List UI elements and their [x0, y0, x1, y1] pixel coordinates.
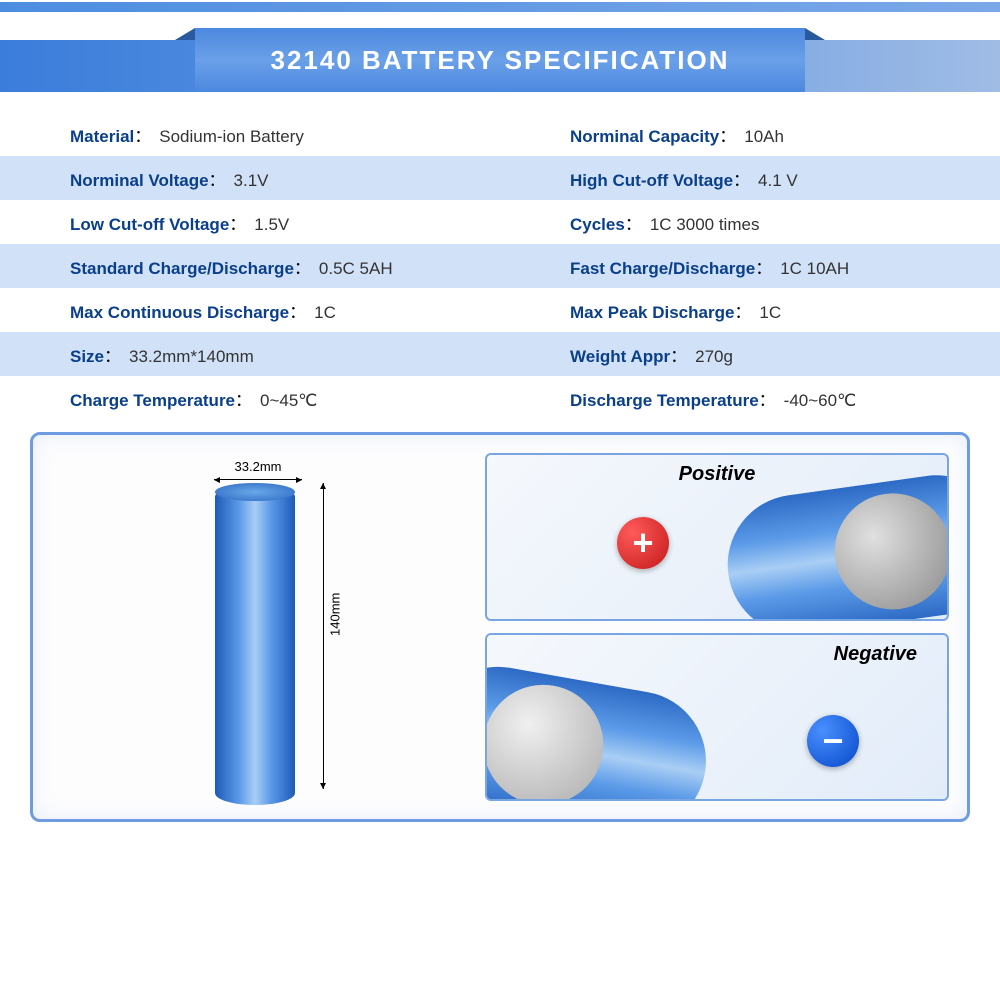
battery-negative-end: [485, 656, 717, 801]
spec-row: Material：Sodium-ion Battery Norminal Cap…: [0, 112, 1000, 156]
positive-label: Positive: [679, 463, 756, 486]
spec-value: 1.5V: [254, 215, 289, 235]
spec-label: Low Cut-off Voltage: [70, 215, 229, 235]
spec-row: Size：33.2mm*140mm Weight Appr：270g: [0, 332, 1000, 376]
width-dimension: 33.2mm: [218, 459, 298, 474]
negative-label: Negative: [834, 643, 917, 666]
spec-label: Norminal Capacity: [570, 127, 719, 147]
width-label: 33.2mm: [235, 459, 282, 474]
spec-label: Fast Charge/Discharge: [570, 259, 755, 279]
spec-value: 1C 3000 times: [650, 215, 760, 235]
spec-label: Size: [70, 347, 104, 367]
spec-label: Max Continuous Discharge: [70, 303, 289, 323]
spec-value: Sodium-ion Battery: [159, 127, 304, 147]
spec-value: 33.2mm*140mm: [129, 347, 254, 367]
spec-label: Cycles: [570, 215, 625, 235]
spec-row: Standard Charge/Discharge：0.5C 5AH Fast …: [0, 244, 1000, 288]
spec-value: 270g: [695, 347, 733, 367]
spec-value: 4.1 V: [758, 171, 798, 191]
spec-row: Max Continuous Discharge：1C Max Peak Dis…: [0, 288, 1000, 332]
spec-value: 1C 10AH: [780, 259, 849, 279]
battery-cylinder: [215, 485, 295, 805]
title-ribbon: 32140 BATTERY SPECIFICATION: [195, 28, 805, 92]
spec-value: 3.1V: [234, 171, 269, 191]
spec-label: Max Peak Discharge: [570, 303, 734, 323]
spec-row: Norminal Voltage：3.1V High Cut-off Volta…: [0, 156, 1000, 200]
negative-terminal-card: Negative −: [485, 633, 949, 801]
battery-positive-end: [719, 466, 949, 621]
minus-icon: −: [807, 715, 859, 767]
spec-label: Material: [70, 127, 134, 147]
spec-table: Material：Sodium-ion Battery Norminal Cap…: [0, 112, 1000, 420]
spec-value: 0~45℃: [260, 391, 317, 411]
positive-terminal-card: Positive +: [485, 453, 949, 621]
spec-value: 10Ah: [744, 127, 784, 147]
title-banner: 32140 BATTERY SPECIFICATION: [0, 40, 1000, 92]
spec-label: High Cut-off Voltage: [570, 171, 733, 191]
spec-row: Charge Temperature：0~45℃ Discharge Tempe…: [0, 376, 1000, 420]
top-accent-bar: [0, 2, 1000, 12]
page-title: 32140 BATTERY SPECIFICATION: [270, 45, 729, 76]
terminal-area: Positive + Negative −: [485, 447, 955, 807]
spec-label: Charge Temperature: [70, 391, 235, 411]
battery-dimension-area: 33.2mm 140mm: [45, 447, 465, 807]
spec-value: -40~60℃: [784, 391, 857, 411]
spec-value: 1C: [759, 303, 781, 323]
spec-row: Low Cut-off Voltage：1.5V Cycles：1C 3000 …: [0, 200, 1000, 244]
spec-label: Discharge Temperature: [570, 391, 759, 411]
height-label: 140mm: [328, 593, 343, 636]
spec-value: 1C: [314, 303, 336, 323]
height-dimension: 140mm: [313, 483, 333, 789]
spec-label: Standard Charge/Discharge: [70, 259, 294, 279]
diagram-panel: 33.2mm 140mm Positive + Negative −: [30, 432, 970, 822]
spec-label: Weight Appr: [570, 347, 670, 367]
spec-value: 0.5C 5AH: [319, 259, 393, 279]
spec-label: Norminal Voltage: [70, 171, 209, 191]
plus-icon: +: [617, 517, 669, 569]
